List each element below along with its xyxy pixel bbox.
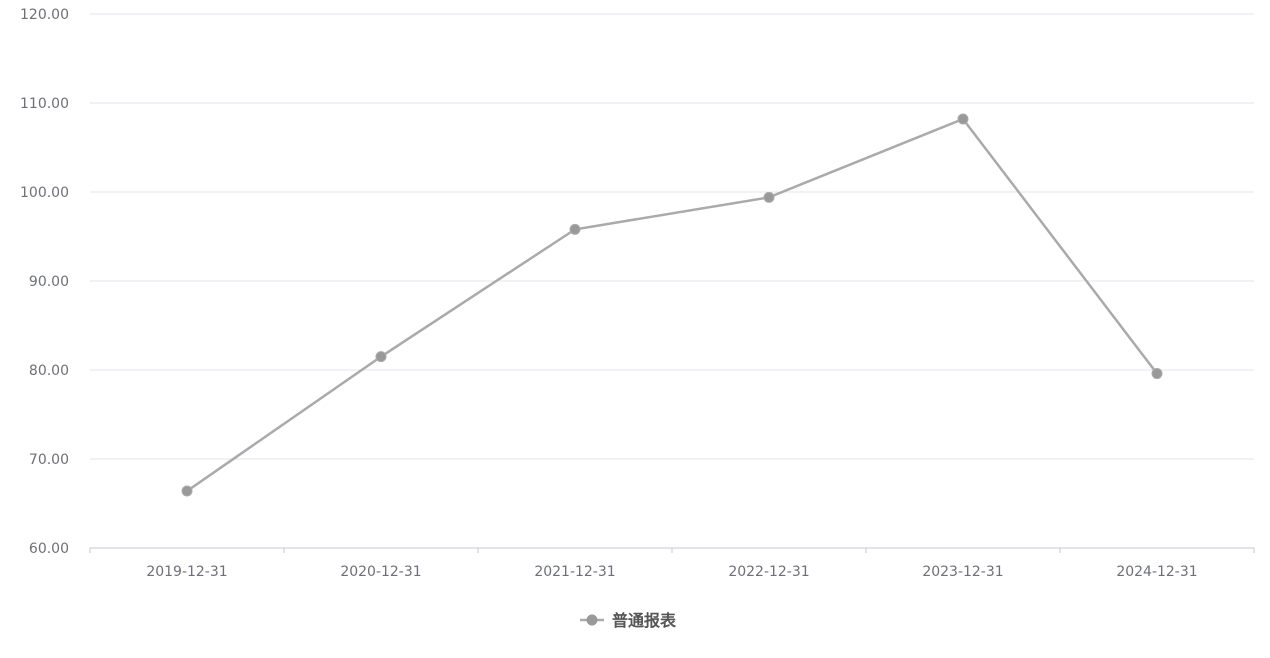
- y-tick-label: 100.00: [20, 185, 69, 201]
- y-tick-label: 120.00: [20, 7, 69, 23]
- y-tick-label: 80.00: [29, 363, 69, 379]
- y-tick-label: 70.00: [29, 452, 69, 468]
- legend-marker-icon: [586, 614, 598, 626]
- y-tick-label: 90.00: [29, 274, 69, 290]
- x-tick-label: 2023-12-31: [922, 564, 1003, 580]
- x-tick-label: 2020-12-31: [340, 564, 421, 580]
- data-point: [181, 485, 193, 497]
- y-tick-label: 60.00: [29, 541, 69, 557]
- y-tick-label: 110.00: [20, 96, 69, 112]
- x-tick-label: 2021-12-31: [534, 564, 615, 580]
- legend-label: 普通报表: [612, 611, 677, 630]
- data-point: [763, 191, 775, 203]
- data-point: [1151, 368, 1163, 380]
- x-tick-label: 2019-12-31: [146, 564, 227, 580]
- data-point: [375, 351, 387, 363]
- data-point: [569, 223, 581, 235]
- series-line: [186, 117, 1158, 493]
- x-tick-label: 2022-12-31: [728, 564, 809, 580]
- x-tick-label: 2024-12-31: [1116, 564, 1197, 580]
- data-point: [957, 113, 969, 125]
